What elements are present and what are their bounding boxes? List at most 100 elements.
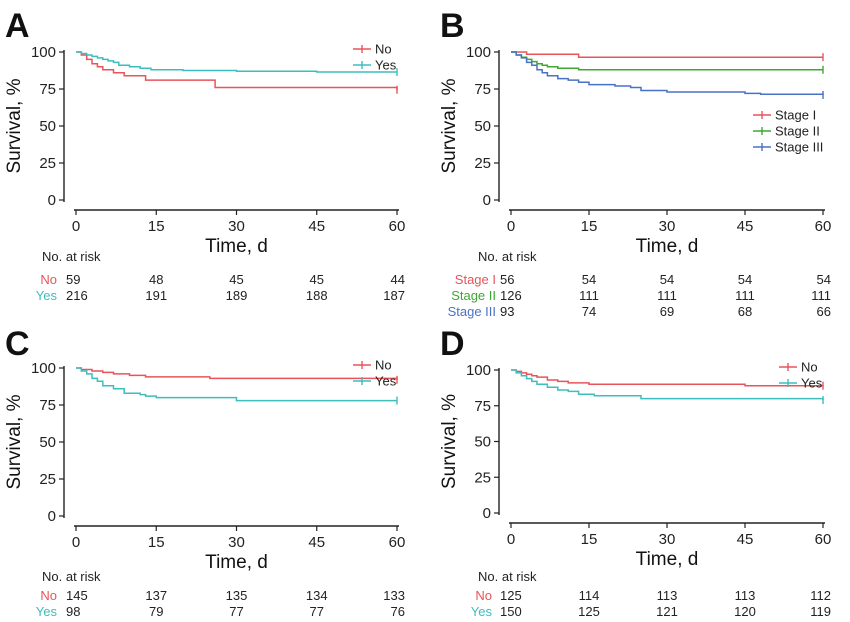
risk-table-value: 77	[310, 604, 324, 619]
risk-row-label: No	[40, 588, 57, 603]
risk-table-value: 56	[500, 272, 514, 287]
risk-table-title: No. at risk	[42, 569, 101, 584]
risk-row-label: No	[475, 588, 492, 603]
y-tick-label: 0	[483, 505, 491, 522]
risk-table-value: 48	[149, 272, 163, 287]
x-tick-label: 30	[228, 534, 245, 551]
x-tick-label: 0	[72, 218, 80, 235]
y-axis-title: Survival, %	[439, 78, 460, 173]
x-tick-label: 60	[389, 218, 406, 235]
risk-table-value: 77	[229, 604, 243, 619]
risk-row-label: Stage I	[455, 272, 496, 287]
risk-table-value: 79	[149, 604, 163, 619]
y-tick-label: 25	[474, 155, 491, 172]
risk-table-value: 54	[738, 272, 752, 287]
y-tick-label: 100	[466, 44, 491, 61]
x-axis-title: Time, d	[636, 549, 699, 570]
x-tick-label: 45	[737, 531, 754, 548]
y-tick-label: 75	[39, 397, 56, 414]
panel-b: B 0 25 50 75 100 0 15 30 45 60 Time, d Survival, % St…	[439, 7, 831, 319]
x-tick-label: 15	[148, 534, 165, 551]
risk-table-value: 44	[391, 272, 405, 287]
panel-letter: B	[440, 7, 465, 45]
legend-label: Yes	[375, 58, 397, 73]
risk-table-value: 125	[578, 604, 600, 619]
y-tick-label: 100	[466, 362, 491, 379]
risk-table-value: 134	[306, 588, 328, 603]
x-tick-label: 60	[815, 218, 832, 235]
risk-table-title: No. at risk	[42, 249, 101, 264]
risk-table-value: 111	[579, 288, 599, 303]
risk-table-title: No. at risk	[478, 249, 537, 264]
risk-table-value: 187	[383, 288, 405, 303]
y-tick-label: 50	[39, 118, 56, 135]
survival-curve	[76, 51, 397, 73]
risk-table-value: 69	[660, 304, 674, 319]
x-tick-label: 30	[228, 218, 245, 235]
survival-curve	[511, 369, 824, 400]
risk-table-value: 188	[306, 288, 328, 303]
risk-table-value: 191	[145, 288, 167, 303]
x-tick-label: 15	[581, 531, 598, 548]
risk-table-value: 76	[391, 604, 405, 619]
y-tick-label: 75	[39, 81, 56, 98]
panel-a: A 0 25 50 75 100 0 15 30 45 60 Time, d Survival, % No…	[4, 7, 405, 303]
risk-table-value: 66	[817, 304, 831, 319]
legend-label: No	[375, 358, 392, 373]
x-tick-label: 45	[308, 534, 325, 551]
risk-table-value: 59	[66, 272, 80, 287]
risk-row-label: Yes	[471, 604, 493, 619]
x-tick-label: 0	[72, 534, 80, 551]
survival-curve	[511, 51, 823, 58]
risk-table-value: 125	[500, 588, 522, 603]
x-axis-title: Time, d	[205, 236, 268, 257]
y-tick-label: 100	[31, 360, 56, 377]
risk-table-value: 189	[226, 288, 248, 303]
y-tick-label: 0	[48, 508, 56, 525]
risk-table-value: 135	[226, 588, 248, 603]
risk-row-label: Stage III	[448, 304, 496, 319]
risk-table-value: 111	[811, 288, 831, 303]
y-tick-label: 25	[39, 471, 56, 488]
y-axis-title: Survival, %	[439, 394, 460, 489]
y-axis-title: Survival, %	[4, 394, 25, 489]
legend-label: Yes	[375, 374, 397, 389]
risk-table-value: 111	[657, 288, 677, 303]
panel-letter: C	[5, 325, 30, 363]
survival-curve	[511, 369, 823, 387]
y-tick-label: 0	[48, 192, 56, 209]
risk-row-label: Stage II	[451, 288, 496, 303]
risk-table-title: No. at risk	[478, 569, 537, 584]
risk-table-value: 93	[500, 304, 514, 319]
y-tick-label: 75	[474, 398, 491, 415]
risk-row-label: No	[40, 272, 57, 287]
panel-c: C 0 25 50 75 100 0 15 30 45 60 Time, d Survival, % No…	[4, 325, 405, 619]
x-tick-label: 0	[507, 531, 515, 548]
legend-label: No	[801, 360, 818, 375]
x-tick-label: 45	[308, 218, 325, 235]
risk-table-value: 137	[145, 588, 167, 603]
risk-table-value: 98	[66, 604, 80, 619]
risk-table-value: 74	[582, 304, 596, 319]
survival-curve	[76, 367, 398, 380]
risk-table-value: 68	[738, 304, 752, 319]
survival-curve	[76, 51, 398, 90]
risk-table-value: 54	[582, 272, 596, 287]
survival-curve	[511, 51, 824, 95]
survival-curve	[76, 367, 397, 402]
x-tick-label: 30	[659, 531, 676, 548]
y-tick-label: 50	[474, 118, 491, 135]
risk-table-value: 150	[500, 604, 522, 619]
risk-table-value: 145	[66, 588, 88, 603]
x-tick-label: 0	[507, 218, 515, 235]
legend-label: No	[375, 42, 392, 57]
legend-label: Stage I	[775, 108, 816, 123]
risk-table-value: 119	[810, 604, 831, 619]
x-tick-label: 30	[659, 218, 676, 235]
risk-table-value: 114	[579, 588, 600, 603]
risk-table-value: 113	[735, 588, 756, 603]
legend-label: Stage II	[775, 124, 820, 139]
x-tick-label: 15	[148, 218, 165, 235]
risk-table-value: 126	[500, 288, 522, 303]
